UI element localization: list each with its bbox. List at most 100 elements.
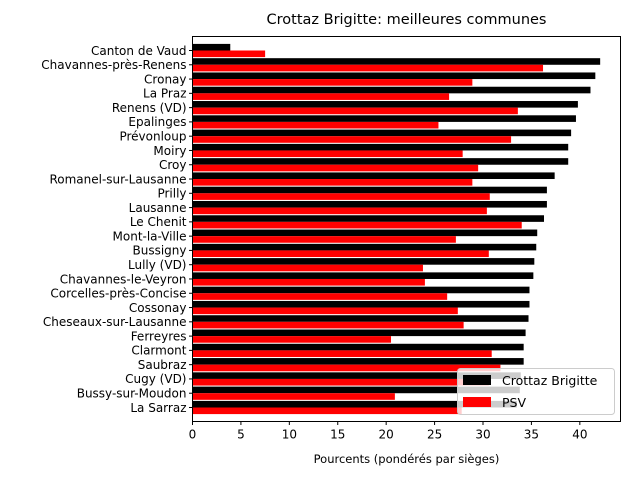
y-tick-labels: Canton de VaudChavannes-près-RenensCrona… — [41, 44, 193, 415]
bar-crottaz-brigitte-croy — [192, 158, 569, 165]
x-tick-label: 40 — [572, 428, 587, 442]
bar-crottaz-brigitte-le-chenit — [192, 215, 545, 222]
bar-psv-cronay — [192, 79, 473, 86]
bar-crottaz-brigitte-corcelles-pres-concise — [192, 286, 530, 294]
x-tick-label: 0 — [189, 428, 197, 442]
bar-psv-bussigny — [192, 250, 489, 258]
bar-crottaz-brigitte-lausanne — [192, 200, 547, 208]
x-tick-label: 35 — [524, 428, 539, 442]
axes-frame — [192, 36, 621, 422]
bar-crottaz-brigitte-cossonay — [192, 300, 530, 308]
bar-psv-la-sarraz — [192, 407, 462, 415]
x-tick-label: 20 — [379, 428, 394, 442]
bar-crottaz-brigitte-chavannes-pres-renens — [192, 58, 601, 65]
bar-psv-corcelles-pres-concise — [192, 293, 448, 300]
bar-psv-le-chenit — [192, 221, 522, 229]
y-tick-label: Corcelles-près-Concise — [50, 287, 186, 301]
bar-psv-moiry — [192, 150, 463, 158]
bar-psv-ferreyres — [192, 336, 392, 343]
y-tick-label: Chavannes-le-Veyron — [60, 272, 187, 286]
x-tick-label: 25 — [427, 428, 442, 442]
bar-crottaz-brigitte-canton-de-vaud — [192, 43, 231, 51]
y-tick-label: Le Chenit — [130, 215, 187, 229]
bar-crottaz-brigitte-bussigny — [192, 243, 537, 251]
bar-crottaz-brigitte-romanel-sur-lausanne — [192, 172, 555, 180]
legend-swatch-crottaz-brigitte — [463, 375, 491, 385]
bar-psv-epalinges — [192, 121, 439, 129]
bar-psv-bussy-sur-moudon — [192, 393, 395, 400]
chart-title: Crottaz Brigitte: meilleures communes — [267, 12, 547, 28]
bar-crottaz-brigitte-epalinges — [192, 115, 576, 122]
bar-psv-chavannes-le-veyron — [192, 278, 425, 286]
y-tick-label: Ferreyres — [131, 329, 187, 343]
bar-psv-la-praz — [192, 93, 450, 100]
y-tick-label: Clarmont — [131, 344, 186, 358]
bar-psv-renens-vd — [192, 107, 518, 115]
bar-crottaz-brigitte-prilly — [192, 186, 547, 194]
bar-psv-lully-vd — [192, 264, 423, 272]
y-tick-label: Lausanne — [129, 201, 187, 215]
bar-psv-prilly — [192, 193, 490, 200]
bars-group — [192, 43, 601, 415]
bar-psv-cugy-vd — [192, 378, 489, 386]
y-tick-label: Cronay — [144, 72, 186, 86]
bar-crottaz-brigitte-chavannes-le-veyron — [192, 272, 534, 279]
y-tick-label: Chavannes-près-Renens — [41, 58, 186, 72]
y-tick-label: La Praz — [143, 87, 186, 101]
bar-psv-mont-la-ville — [192, 236, 456, 243]
x-tick-label: 15 — [330, 428, 345, 442]
bar-crottaz-brigitte-ferreyres — [192, 329, 526, 337]
y-tick-label: Saubraz — [138, 358, 187, 372]
bar-psv-saubraz — [192, 364, 501, 372]
y-tick-label: Epalinges — [128, 115, 186, 129]
y-tick-label: Croy — [159, 158, 187, 172]
bar-crottaz-brigitte-moiry — [192, 143, 569, 151]
bar-crottaz-brigitte-renens-vd — [192, 101, 578, 108]
bar-psv-croy — [192, 164, 479, 172]
bar-psv-cossonay — [192, 307, 458, 315]
x-axis-label: Pourcents (pondérés par sièges) — [314, 452, 500, 466]
y-tick-label: Canton de Vaud — [91, 44, 186, 58]
bar-psv-chavannes-pres-renens — [192, 64, 544, 72]
y-tick-label: Cugy (VD) — [125, 372, 186, 386]
y-tick-label: Prilly — [157, 187, 186, 201]
bar-crottaz-brigitte-bussy-sur-moudon — [192, 386, 520, 394]
bar-crottaz-brigitte-la-sarraz — [192, 400, 517, 408]
bar-psv-cheseaux-sur-lausanne — [192, 321, 464, 329]
legend-swatch-psv — [463, 397, 491, 407]
legend-box — [457, 368, 615, 415]
bar-psv-canton-de-vaud — [192, 50, 266, 58]
bar-crottaz-brigitte-lully-vd — [192, 258, 535, 265]
y-tick-label: Romanel-sur-Lausanne — [49, 172, 186, 186]
y-tick-label: Renens (VD) — [112, 101, 187, 115]
x-tick-label: 30 — [475, 428, 490, 442]
bar-crottaz-brigitte-la-praz — [192, 86, 591, 94]
legend: Crottaz Brigitte PSV — [457, 368, 615, 415]
bar-crottaz-brigitte-cugy-vd — [192, 372, 521, 379]
y-tick-label: Lully (VD) — [128, 258, 186, 272]
legend-label-psv: PSV — [502, 395, 526, 410]
bar-psv-romanel-sur-lausanne — [192, 179, 473, 186]
y-tick-label: Bussy-sur-Moudon — [77, 387, 187, 401]
y-tick-label: Cossonay — [129, 301, 187, 315]
bar-crottaz-brigitte-mont-la-ville — [192, 229, 538, 237]
y-tick-label: Moiry — [153, 144, 186, 158]
bar-crottaz-brigitte-clarmont — [192, 343, 524, 351]
y-tick-label: Cheseaux-sur-Lausanne — [43, 315, 187, 329]
y-tick-label: Mont-la-Ville — [113, 229, 187, 243]
bar-crottaz-brigitte-prevonloup — [192, 129, 572, 137]
x-tick-label: 5 — [237, 428, 245, 442]
bar-crottaz-brigitte-cronay — [192, 72, 596, 80]
y-tick-label: La Sarraz — [130, 401, 186, 415]
x-ticks: 0 5 10 15 20 25 30 35 40 — [189, 421, 587, 442]
x-tick-label: 10 — [282, 428, 297, 442]
bar-psv-lausanne — [192, 207, 487, 215]
bar-psv-prevonloup — [192, 136, 512, 143]
bar-crottaz-brigitte-saubraz — [192, 358, 524, 365]
legend-label-crottaz-brigitte: Crottaz Brigitte — [502, 373, 598, 388]
y-tick-label: Prévonloup — [119, 129, 186, 143]
y-tick-label: Bussigny — [133, 244, 187, 258]
bar-psv-clarmont — [192, 350, 492, 357]
bar-crottaz-brigitte-cheseaux-sur-lausanne — [192, 315, 529, 322]
